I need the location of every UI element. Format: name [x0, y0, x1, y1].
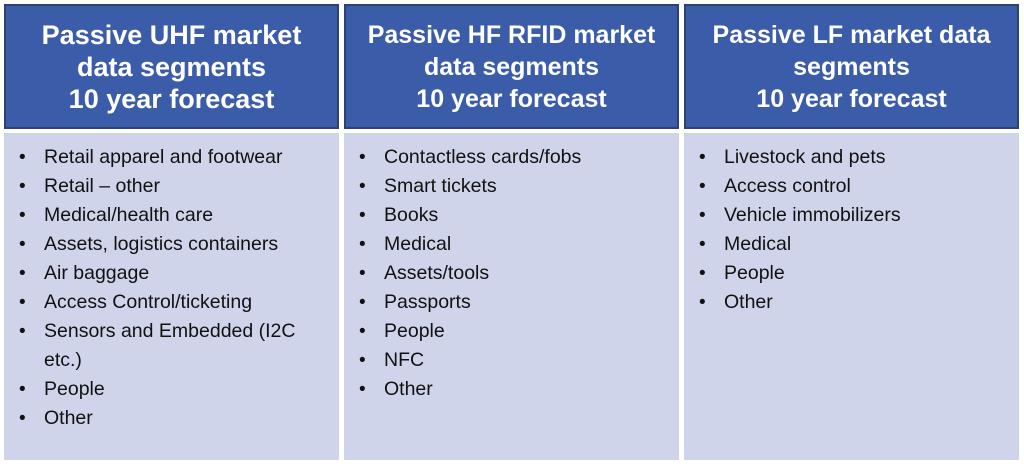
header-line: Passive LF market data: [712, 20, 991, 49]
body-cell-passive-lf: Livestock and pets Access control Vehicl…: [684, 133, 1019, 460]
header-line: 10 year forecast: [68, 83, 275, 114]
list-item: People: [344, 317, 679, 346]
list-item: Passports: [344, 288, 679, 317]
body-cell-passive-hf: Contactless cards/fobs Smart tickets Boo…: [344, 133, 679, 460]
list-item: Contactless cards/fobs: [344, 143, 679, 172]
header-line: 10 year forecast: [756, 84, 947, 113]
header-line: segments: [793, 52, 910, 81]
bullet-list-lf: Livestock and pets Access control Vehicl…: [684, 143, 1019, 317]
list-item: NFC: [344, 346, 679, 375]
list-item: Sensors and Embedded (I2C etc.): [4, 317, 339, 375]
list-item: Assets, logistics containers: [4, 230, 339, 259]
list-item: Medical/health care: [4, 201, 339, 230]
list-item: Access Control/ticketing: [4, 288, 339, 317]
bullet-list-hf: Contactless cards/fobs Smart tickets Boo…: [344, 143, 679, 404]
list-item: Books: [344, 201, 679, 230]
body-cell-passive-uhf: Retail apparel and footwear Retail – oth…: [4, 133, 339, 460]
header-line: Passive UHF market: [41, 19, 302, 50]
list-item: Smart tickets: [344, 172, 679, 201]
list-item: Retail apparel and footwear: [4, 143, 339, 172]
list-item: Access control: [684, 172, 1019, 201]
list-item: Medical: [344, 230, 679, 259]
list-item: Assets/tools: [344, 259, 679, 288]
bullet-list-uhf: Retail apparel and footwear Retail – oth…: [4, 143, 339, 433]
list-item: Other: [344, 375, 679, 404]
header-line: data segments: [76, 51, 267, 82]
list-item: Retail – other: [4, 172, 339, 201]
header-cell-passive-uhf: Passive UHF market data segments 10 year…: [4, 4, 339, 129]
list-item: Livestock and pets: [684, 143, 1019, 172]
list-item: Air baggage: [4, 259, 339, 288]
list-item: Vehicle immobilizers: [684, 201, 1019, 230]
list-item: People: [4, 375, 339, 404]
list-item: Other: [684, 288, 1019, 317]
header-cell-passive-hf: Passive HF RFID market data segments 10 …: [344, 4, 679, 129]
list-item: Other: [4, 404, 339, 433]
list-item: Medical: [684, 230, 1019, 259]
header-line: Passive HF RFID market: [367, 20, 656, 49]
header-line: data segments: [423, 52, 600, 81]
header-cell-passive-lf: Passive LF market data segments 10 year …: [684, 4, 1019, 129]
header-line: 10 year forecast: [416, 84, 607, 113]
list-item: People: [684, 259, 1019, 288]
